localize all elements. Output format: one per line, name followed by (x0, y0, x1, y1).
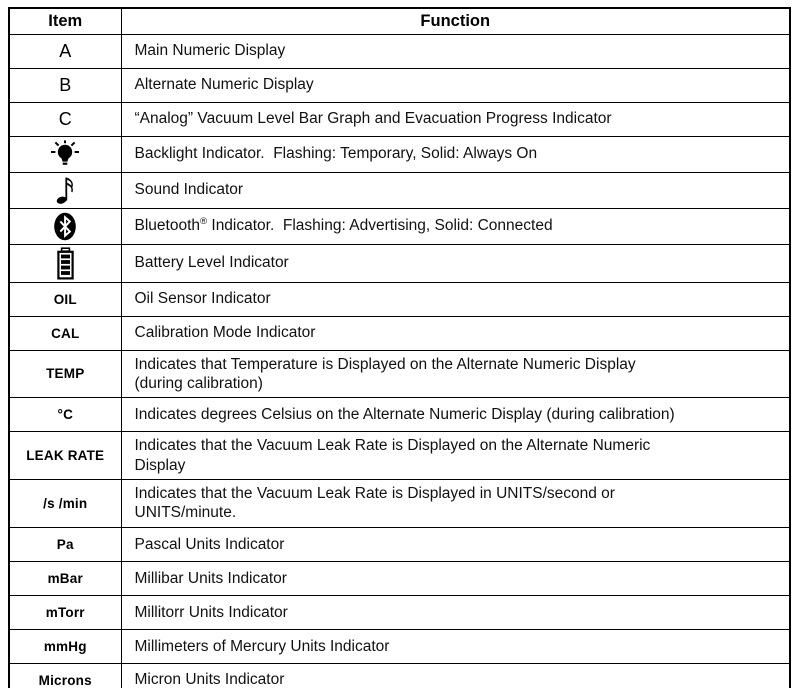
column-header-function: Function (120, 7, 791, 35)
item-cell: B (8, 67, 122, 103)
item-label: mBar (47, 570, 83, 586)
item-cell: LEAK RATE (8, 431, 122, 480)
item-label: Pa (56, 536, 74, 552)
table-row: Battery Level Indicator (8, 243, 791, 283)
item-label: A (59, 40, 72, 61)
function-cell: Sound Indicator (120, 171, 791, 209)
function-cell: Battery Level Indicator (120, 243, 791, 283)
item-label: CAL (51, 325, 80, 341)
item-cell: mBar (8, 560, 122, 596)
item-cell: mTorr (8, 594, 122, 630)
item-label: C (58, 108, 72, 129)
function-cell: Millimeters of Mercury Units Indicator (120, 628, 791, 664)
table-row: LEAK RATE Indicates that the Vacuum Leak… (8, 431, 791, 480)
function-cell: Millibar Units Indicator (120, 560, 791, 596)
table-row: CAL Calibration Mode Indicator (8, 315, 791, 351)
function-cell: Indicates that the Vacuum Leak Rate is D… (120, 431, 791, 480)
item-label: LEAK RATE (26, 448, 105, 464)
table-row: C “Analog” Vacuum Level Bar Graph and Ev… (8, 101, 791, 137)
item-cell: CAL (8, 315, 122, 351)
sound-icon (56, 177, 73, 204)
item-cell (8, 171, 122, 209)
function-text: Bluetooth® Indicator. Flashing: Advertis… (134, 216, 553, 235)
function-cell: Indicates degrees Celsius on the Alterna… (120, 397, 791, 433)
item-cell: C (8, 101, 122, 137)
function-text: Calibration Mode Indicator (134, 324, 316, 342)
item-cell: mmHg (8, 628, 122, 664)
function-text: Indicates degrees Celsius on the Alterna… (134, 406, 675, 424)
backlight-icon (51, 140, 80, 165)
function-text: Indicates that the Vacuum Leak Rate is D… (134, 437, 651, 474)
function-cell: Oil Sensor Indicator (120, 281, 791, 317)
table-row: A Main Numeric Display (8, 33, 791, 69)
function-cell: Backlight Indicator. Flashing: Temporary… (120, 135, 791, 173)
function-text: “Analog” Vacuum Level Bar Graph and Evac… (134, 110, 612, 128)
bluetooth-icon (54, 212, 77, 240)
function-cell: Indicates that the Vacuum Leak Rate is D… (120, 479, 791, 528)
table-row: OIL Oil Sensor Indicator (8, 281, 791, 317)
function-text: Backlight Indicator. Flashing: Temporary… (134, 145, 538, 163)
item-label: OIL (53, 291, 77, 307)
column-header-item: Item (8, 7, 122, 35)
item-label: B (59, 74, 72, 95)
table-row: mBar Millibar Units Indicator (8, 560, 791, 596)
function-cell: “Analog” Vacuum Level Bar Graph and Evac… (120, 101, 791, 137)
table-row: Sound Indicator (8, 171, 791, 209)
function-text: Millibar Units Indicator (134, 569, 287, 587)
function-cell: Millitorr Units Indicator (120, 594, 791, 630)
function-text: Millimeters of Mercury Units Indicator (134, 637, 390, 655)
item-cell (8, 207, 122, 245)
battery-icon (57, 246, 74, 280)
function-cell: Micron Units Indicator (120, 662, 791, 688)
table-row: Bluetooth® Indicator. Flashing: Advertis… (8, 207, 791, 245)
item-cell: A (8, 33, 122, 69)
item-cell: /s /min (8, 479, 122, 528)
item-cell (8, 135, 122, 173)
table-row: °C Indicates degrees Celsius on the Alte… (8, 397, 791, 433)
function-text: Battery Level Indicator (134, 254, 289, 272)
table-row: Microns Micron Units Indicator (8, 662, 791, 688)
item-label: mmHg (43, 638, 87, 654)
function-text: Alternate Numeric Display (134, 76, 314, 94)
item-cell (8, 243, 122, 283)
table-row: /s /min Indicates that the Vacuum Leak R… (8, 479, 791, 528)
item-cell: Microns (8, 662, 122, 688)
function-text: Sound Indicator (134, 181, 244, 199)
table-row: B Alternate Numeric Display (8, 67, 791, 103)
function-cell: Alternate Numeric Display (120, 67, 791, 103)
function-text: Indicates that the Vacuum Leak Rate is D… (134, 485, 615, 522)
item-label: /s /min (43, 495, 88, 511)
item-label: Microns (38, 672, 92, 688)
function-cell: Calibration Mode Indicator (120, 315, 791, 351)
item-label: TEMP (46, 366, 85, 382)
function-text: Main Numeric Display (134, 42, 286, 60)
item-cell: TEMP (8, 349, 122, 399)
table-row: TEMP Indicates that Temperature is Displ… (8, 349, 791, 399)
table-row: mTorr Millitorr Units Indicator (8, 594, 791, 630)
function-cell: Indicates that Temperature is Displayed … (120, 349, 791, 399)
table-row: mmHg Millimeters of Mercury Units Indica… (8, 628, 791, 664)
function-cell: Main Numeric Display (120, 33, 791, 69)
item-label: °C (57, 407, 74, 423)
item-label: mTorr (45, 604, 85, 620)
function-text: Oil Sensor Indicator (134, 290, 271, 308)
function-text: Indicates that Temperature is Displayed … (134, 355, 636, 392)
function-text: Micron Units Indicator (134, 671, 285, 688)
item-cell: Pa (8, 526, 122, 562)
function-text: Millitorr Units Indicator (134, 603, 288, 621)
table-row: Pa Pascal Units Indicator (8, 526, 791, 562)
item-cell: OIL (8, 281, 122, 317)
function-cell: Bluetooth® Indicator. Flashing: Advertis… (120, 207, 791, 245)
indicator-function-table: Item Function A Main Numeric Display B A… (8, 7, 791, 688)
table-row: Backlight Indicator. Flashing: Temporary… (8, 135, 791, 173)
function-cell: Pascal Units Indicator (120, 526, 791, 562)
function-text: Pascal Units Indicator (134, 535, 285, 553)
item-cell: °C (8, 397, 122, 433)
header-row: Item Function (8, 7, 791, 35)
